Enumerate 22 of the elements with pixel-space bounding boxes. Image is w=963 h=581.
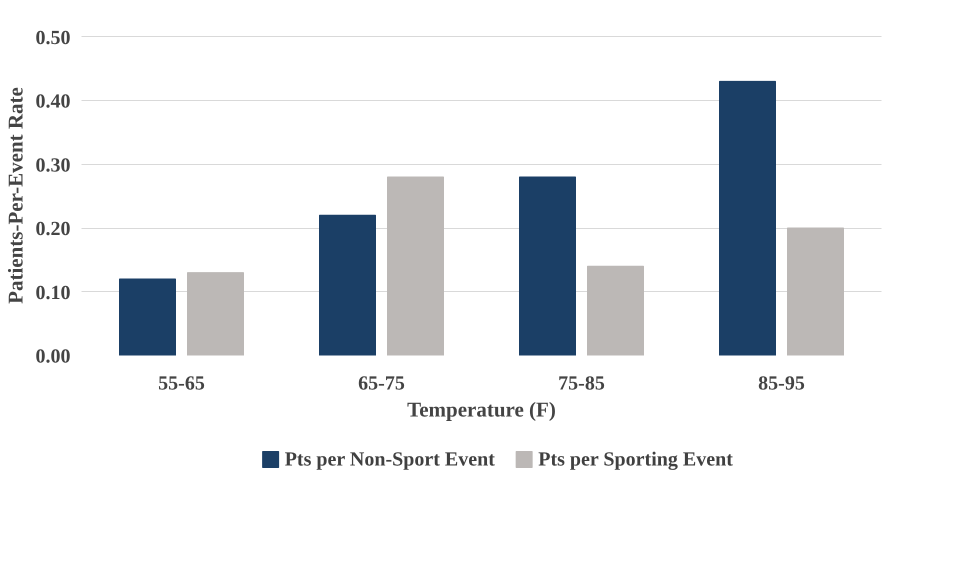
- y-tick-label: 0.30: [36, 154, 70, 176]
- x-tick-label: 85-95: [758, 372, 805, 394]
- x-tick-label: 55-65: [158, 372, 205, 394]
- bar: [187, 272, 244, 356]
- legend-label: Pts per Sporting Event: [538, 448, 734, 470]
- x-axis-title: Temperature (F): [407, 398, 556, 422]
- x-tick-label: 65-75: [358, 372, 405, 394]
- y-tick-label: 0.00: [36, 346, 70, 368]
- y-tick-label: 0.40: [36, 90, 70, 113]
- y-tick-label: 0.20: [36, 218, 70, 240]
- bar: [119, 278, 176, 356]
- bar: [787, 228, 844, 356]
- y-tick-label: 0.10: [36, 282, 70, 304]
- bar: [519, 176, 576, 356]
- bar: [387, 176, 444, 356]
- x-tick-label: 75-85: [558, 372, 605, 394]
- bar: [319, 214, 376, 356]
- y-tick-label: 0.50: [36, 26, 70, 49]
- bar: [719, 80, 776, 356]
- y-axis-title: Patients-Per-Event Rate: [4, 87, 28, 304]
- bar: [587, 266, 644, 356]
- legend-label: Pts per Non-Sport Event: [284, 448, 496, 470]
